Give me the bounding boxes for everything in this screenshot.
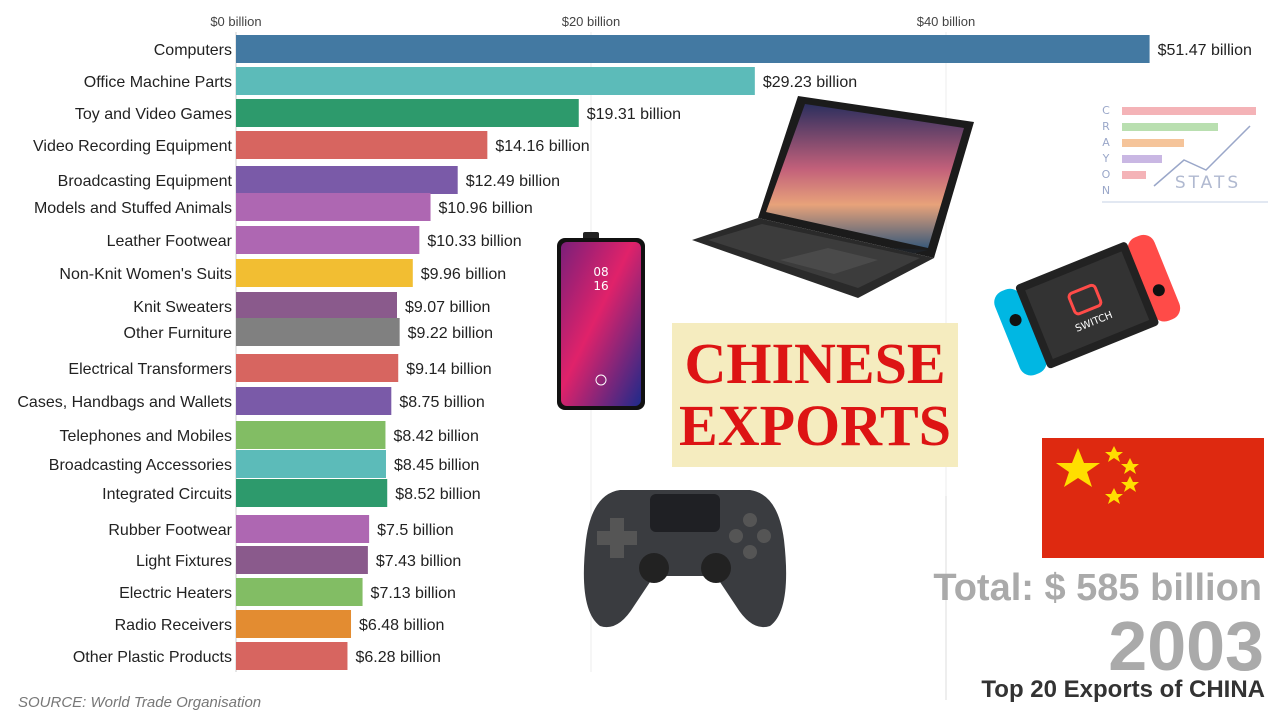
title-line-2: EXPORTS (679, 393, 951, 458)
value-label: $8.75 billion (399, 394, 484, 411)
category-label: Radio Receivers (115, 617, 232, 634)
bar (236, 99, 579, 127)
bar (236, 479, 388, 507)
value-label: $7.13 billion (371, 585, 456, 602)
bar (236, 642, 348, 670)
title-line-1: CHINESE (684, 331, 946, 396)
china-flag (1042, 438, 1264, 558)
bar (236, 226, 420, 254)
category-label: Knit Sweaters (133, 299, 232, 316)
handheld-console-image: SWITCH (994, 234, 1181, 376)
logo-letter: Y (1102, 152, 1110, 165)
value-label: $7.5 billion (377, 522, 454, 539)
bar (236, 610, 352, 638)
source-note: SOURCE: World Trade Organisation (18, 694, 262, 711)
smartphone-image: 08 16 (557, 232, 645, 410)
laptop-image (692, 96, 974, 298)
x-tick-label: $0 billion (210, 14, 261, 29)
value-label: $9.22 billion (408, 325, 493, 342)
category-label: Models and Stuffed Animals (34, 200, 232, 217)
year-label: 2003 (1108, 607, 1264, 685)
category-label: Video Recording Equipment (33, 138, 233, 155)
chart-subtitle: Top 20 Exports of CHINA (981, 676, 1265, 703)
bar (236, 387, 392, 415)
category-label: Electric Heaters (119, 585, 232, 602)
bar (236, 578, 363, 606)
bar (236, 354, 399, 382)
bar (236, 259, 413, 287)
category-label: Light Fixtures (136, 553, 232, 570)
logo-letter: O (1102, 168, 1111, 181)
bar (236, 131, 488, 159)
logo-letter: N (1102, 184, 1110, 197)
gamepad-image (583, 490, 787, 628)
bar (236, 515, 370, 543)
bar (236, 292, 397, 320)
value-label: $9.14 billion (406, 361, 491, 378)
x-tick-label: $20 billion (562, 14, 621, 29)
logo-letter: C (1102, 104, 1110, 117)
category-label: Broadcasting Equipment (58, 173, 233, 190)
bar (236, 193, 431, 221)
bar (236, 166, 458, 194)
value-label: $6.28 billion (355, 649, 440, 666)
bar (236, 421, 386, 449)
bar (236, 67, 755, 95)
value-label: $51.47 billion (1158, 42, 1252, 59)
value-label: $8.45 billion (394, 457, 479, 474)
value-label: $29.23 billion (763, 74, 857, 91)
category-label: Office Machine Parts (84, 74, 232, 91)
value-label: $9.96 billion (421, 266, 506, 283)
x-tick-label: $40 billion (917, 14, 976, 29)
category-label: Telephones and Mobiles (59, 428, 232, 445)
category-label: Integrated Circuits (102, 486, 232, 503)
logo-letter: A (1102, 136, 1110, 149)
value-label: $10.96 billion (439, 200, 533, 217)
value-label: $9.07 billion (405, 299, 490, 316)
value-label: $12.49 billion (466, 173, 560, 190)
category-label: Toy and Video Games (75, 106, 232, 123)
category-label: Cases, Handbags and Wallets (17, 394, 232, 411)
total-label: Total: $ 585 billion (933, 567, 1262, 609)
svg-text:08: 08 (593, 265, 608, 279)
value-label: $6.48 billion (359, 617, 444, 634)
category-label: Computers (154, 42, 232, 59)
svg-text:STATS: STATS (1175, 173, 1241, 193)
value-label: $14.16 billion (495, 138, 589, 155)
category-label: Leather Footwear (107, 233, 233, 250)
category-label: Other Plastic Products (73, 649, 232, 666)
value-label: $19.31 billion (587, 106, 681, 123)
value-label: $10.33 billion (427, 233, 521, 250)
category-label: Non-Knit Women's Suits (59, 266, 232, 283)
bar (236, 35, 1150, 63)
bar (236, 318, 400, 346)
title-box: CHINESE EXPORTS (672, 323, 958, 467)
category-label: Electrical Transformers (68, 361, 232, 378)
logo-letter: R (1102, 120, 1110, 133)
crayon-stats-logo: C R A Y O N STATS (1102, 104, 1268, 203)
category-label: Other Furniture (124, 325, 233, 342)
value-label: $7.43 billion (376, 553, 461, 570)
category-label: Rubber Footwear (108, 522, 232, 539)
category-label: Broadcasting Accessories (49, 457, 232, 474)
bar (236, 450, 386, 478)
value-label: $8.52 billion (395, 486, 480, 503)
svg-text:16: 16 (593, 279, 608, 293)
bar (236, 546, 368, 574)
value-label: $8.42 billion (393, 428, 478, 445)
